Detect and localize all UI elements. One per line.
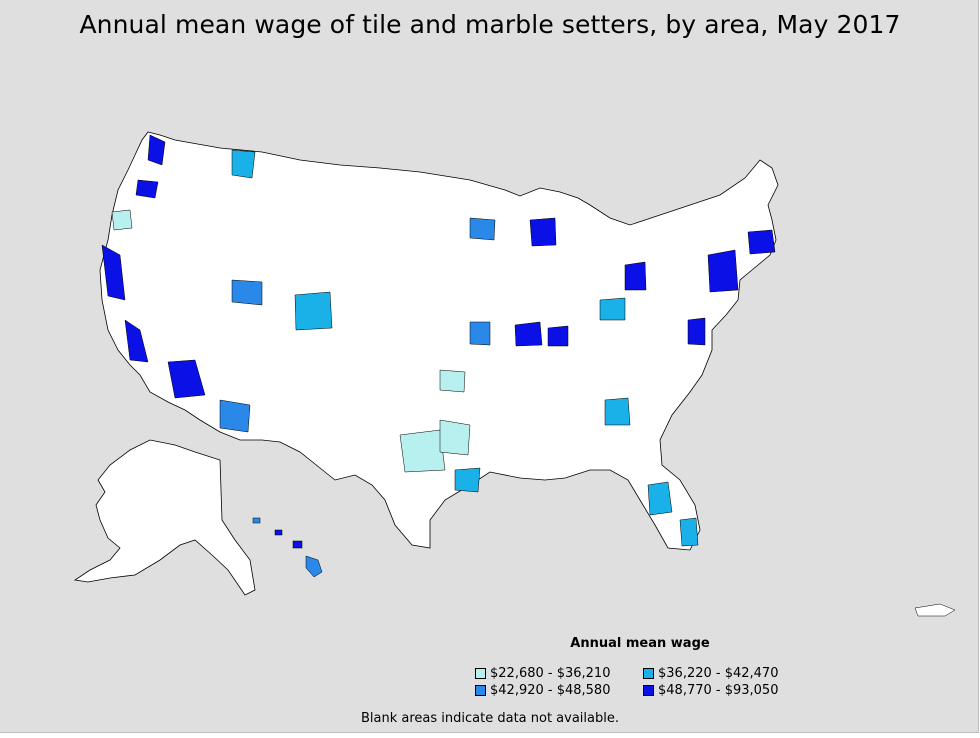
legend-item: $48,770 - $93,050: [643, 683, 778, 698]
contiguous-us: [99, 131, 779, 551]
area-atlanta: [604, 397, 631, 426]
legend-label: $22,680 - $36,210: [490, 666, 611, 681]
legend-title: Annual mean wage: [570, 636, 710, 651]
legend-swatch: [643, 685, 654, 696]
puerto-rico: [914, 603, 956, 617]
hawaii-big-island: [305, 555, 323, 578]
area-indianapolis: [547, 325, 569, 347]
area-texas-b: [439, 419, 471, 456]
area-sacramento: [111, 209, 133, 231]
area-florida-a: [647, 481, 673, 516]
hawaii-maui: [292, 540, 303, 549]
area-dc: [687, 317, 706, 346]
legend-item: $42,920 - $48,580: [475, 683, 610, 698]
area-salt-lake: [231, 279, 263, 306]
area-st-louis: [514, 321, 543, 347]
area-michigan: [624, 261, 647, 291]
area-las-vegas: [167, 359, 206, 399]
hawaii-oahu: [274, 529, 283, 536]
legend-item: $36,220 - $42,470: [643, 666, 778, 681]
legend-swatch: [643, 668, 654, 679]
area-portland: [135, 179, 159, 199]
alaska: [73, 439, 256, 596]
area-miami: [679, 517, 699, 547]
area-bay-area: [101, 244, 126, 301]
hawaii-kauai: [252, 517, 261, 524]
legend-swatch: [475, 685, 486, 696]
area-boston: [747, 229, 776, 255]
area-seattle: [147, 134, 166, 166]
area-minneapolis: [469, 217, 496, 241]
area-phoenix: [219, 399, 251, 433]
area-ohio: [599, 297, 626, 321]
area-ny-nj: [707, 249, 739, 293]
area-houston: [454, 467, 481, 493]
legend-item: $22,680 - $36,210: [475, 666, 610, 681]
map-title: Annual mean wage of tile and marble sett…: [79, 10, 901, 39]
area-denver: [294, 291, 333, 331]
area-chicago: [529, 217, 557, 247]
legend-label: $48,770 - $93,050: [658, 683, 779, 698]
legend-swatch: [475, 668, 486, 679]
area-texas-a: [399, 429, 446, 473]
legend-label: $36,220 - $42,470: [658, 666, 779, 681]
no-data-note: Blank areas indicate data not available.: [361, 711, 619, 726]
area-oklahoma: [439, 369, 466, 393]
legend-label: $42,920 - $48,580: [490, 683, 611, 698]
area-kansas-city: [469, 321, 491, 346]
area-los-angeles: [124, 319, 149, 363]
area-idaho: [231, 149, 256, 179]
